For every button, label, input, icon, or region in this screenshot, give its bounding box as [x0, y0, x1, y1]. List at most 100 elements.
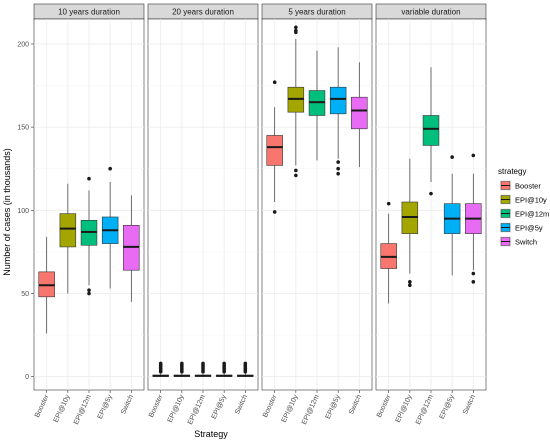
outlier-point [294, 25, 298, 30]
box-iqr [351, 96, 368, 130]
outlier-point [386, 201, 391, 206]
x-axis-title: Strategy [194, 429, 228, 439]
box-epi-at-5y [215, 361, 233, 377]
box-epi-at-12m [308, 50, 326, 161]
legend-item: EPI@12m [500, 208, 549, 219]
box-epi-at-10y [287, 25, 305, 178]
box-epi-at-10y [401, 158, 419, 287]
outlier-point [87, 288, 91, 292]
outlier-point [272, 210, 277, 214]
x-tick-label: Booster [148, 393, 165, 418]
legend-label: Booster [515, 182, 541, 191]
facet-title: 20 years duration [172, 8, 234, 17]
facet-panel: variable duration Booster EPI@10y EPI@12m EP… [375, 3, 487, 426]
outlier-point [336, 171, 340, 176]
x-tick-label: EPI@10y [53, 393, 72, 423]
facet-panel: 10 years duration Booster EPI@10y EPI@12m EP… [33, 3, 145, 426]
outlier-point [336, 166, 340, 171]
box-booster [38, 236, 55, 334]
legend-item: Switch [500, 236, 537, 247]
facet-title: 10 years duration [58, 8, 120, 17]
y-tick-label: 100 [17, 208, 29, 215]
x-tick-label: EPI@10y [167, 393, 186, 423]
box-epi-at-5y [329, 47, 347, 176]
x-tick-label: EPI@5y [439, 393, 456, 420]
facet-title: 5 years duration [288, 8, 345, 17]
outlier-point [108, 166, 112, 171]
facet-title: variable duration [401, 8, 460, 17]
box-booster [152, 361, 169, 377]
legend-item: EPI@10y [500, 194, 547, 205]
legend-label: EPI@5y [515, 224, 543, 233]
y-tick-label: 150 [17, 125, 29, 132]
x-tick-label: EPI@10y [281, 393, 300, 423]
y-tick-label: 50 [21, 291, 29, 298]
outlier-point [471, 280, 476, 284]
box-booster [380, 201, 397, 304]
outlier-point [429, 191, 433, 196]
legend-item: EPI@5y [500, 222, 543, 233]
box-epi-at-12m [422, 67, 440, 196]
outlier-point [408, 283, 412, 287]
outlier-point [471, 271, 476, 276]
x-tick-label: EPI@10y [395, 393, 414, 423]
gridlines [148, 19, 258, 390]
outlier-point [158, 361, 163, 366]
facet-panel: 20 years duration Booster EPI@10y EPI@12m EP… [147, 3, 259, 426]
x-tick-label: Switch [348, 394, 363, 416]
box-booster [266, 80, 283, 214]
box-switch [465, 153, 482, 284]
outlier-point [294, 168, 298, 173]
box-epi-at-10y [59, 183, 77, 294]
x-tick-label: Booster [376, 393, 393, 418]
box-epi-at-12m [80, 176, 98, 296]
box-iqr [329, 86, 347, 115]
box-epi-at-5y [101, 166, 119, 289]
legend: strategy Booster EPI@10y EPI@12m EPI@5y Swit… [498, 167, 549, 247]
x-tick-label: Switch [120, 394, 135, 416]
box-switch [351, 62, 368, 168]
outlier-point [294, 173, 298, 178]
outlier-point [180, 361, 184, 366]
x-tick-label: Switch [462, 394, 477, 416]
outlier-point [87, 176, 91, 181]
box-epi-at-10y [173, 361, 191, 377]
legend-label: EPI@12m [515, 210, 549, 219]
y-tick-label: 200 [17, 41, 29, 48]
facet-panel: 5 years duration Booster EPI@10y EPI@12m EPI… [261, 3, 373, 426]
y-tick-label: 0 [25, 374, 29, 381]
x-tick-label: Booster [34, 393, 51, 418]
x-tick-label: EPI@12m [301, 394, 321, 426]
legend-label: Switch [515, 238, 537, 247]
x-tick-label: EPI@5y [211, 393, 228, 420]
box-iqr [59, 213, 77, 248]
outlier-point [450, 155, 454, 159]
box-epi-at-5y [443, 155, 461, 276]
outlier-point [336, 160, 340, 164]
box-iqr [422, 115, 440, 146]
x-tick-label: EPI@12m [73, 394, 93, 426]
outlier-point [243, 361, 248, 366]
y-axis-title: Number of cases (in thousands) [2, 148, 12, 276]
legend-item: Booster [500, 180, 541, 191]
outlier-point [272, 80, 277, 85]
outlier-point [222, 361, 226, 366]
outlier-point [408, 280, 412, 284]
x-tick-label: EPI@12m [187, 394, 207, 426]
y-axis: 0 50 100 150 200 [17, 41, 34, 381]
outlier-point [201, 361, 205, 366]
x-tick-label: EPI@12m [415, 394, 435, 426]
outlier-point [471, 153, 476, 158]
box-epi-at-12m [194, 361, 212, 377]
box-switch [123, 195, 140, 302]
x-tick-label: Switch [234, 394, 249, 416]
legend-title: strategy [498, 167, 526, 176]
x-tick-label: EPI@5y [97, 393, 114, 420]
box-iqr [266, 135, 283, 166]
legend-label: EPI@10y [515, 196, 547, 205]
outlier-point [294, 28, 298, 33]
x-tick-label: EPI@5y [325, 393, 342, 420]
outlier-point [87, 291, 91, 296]
